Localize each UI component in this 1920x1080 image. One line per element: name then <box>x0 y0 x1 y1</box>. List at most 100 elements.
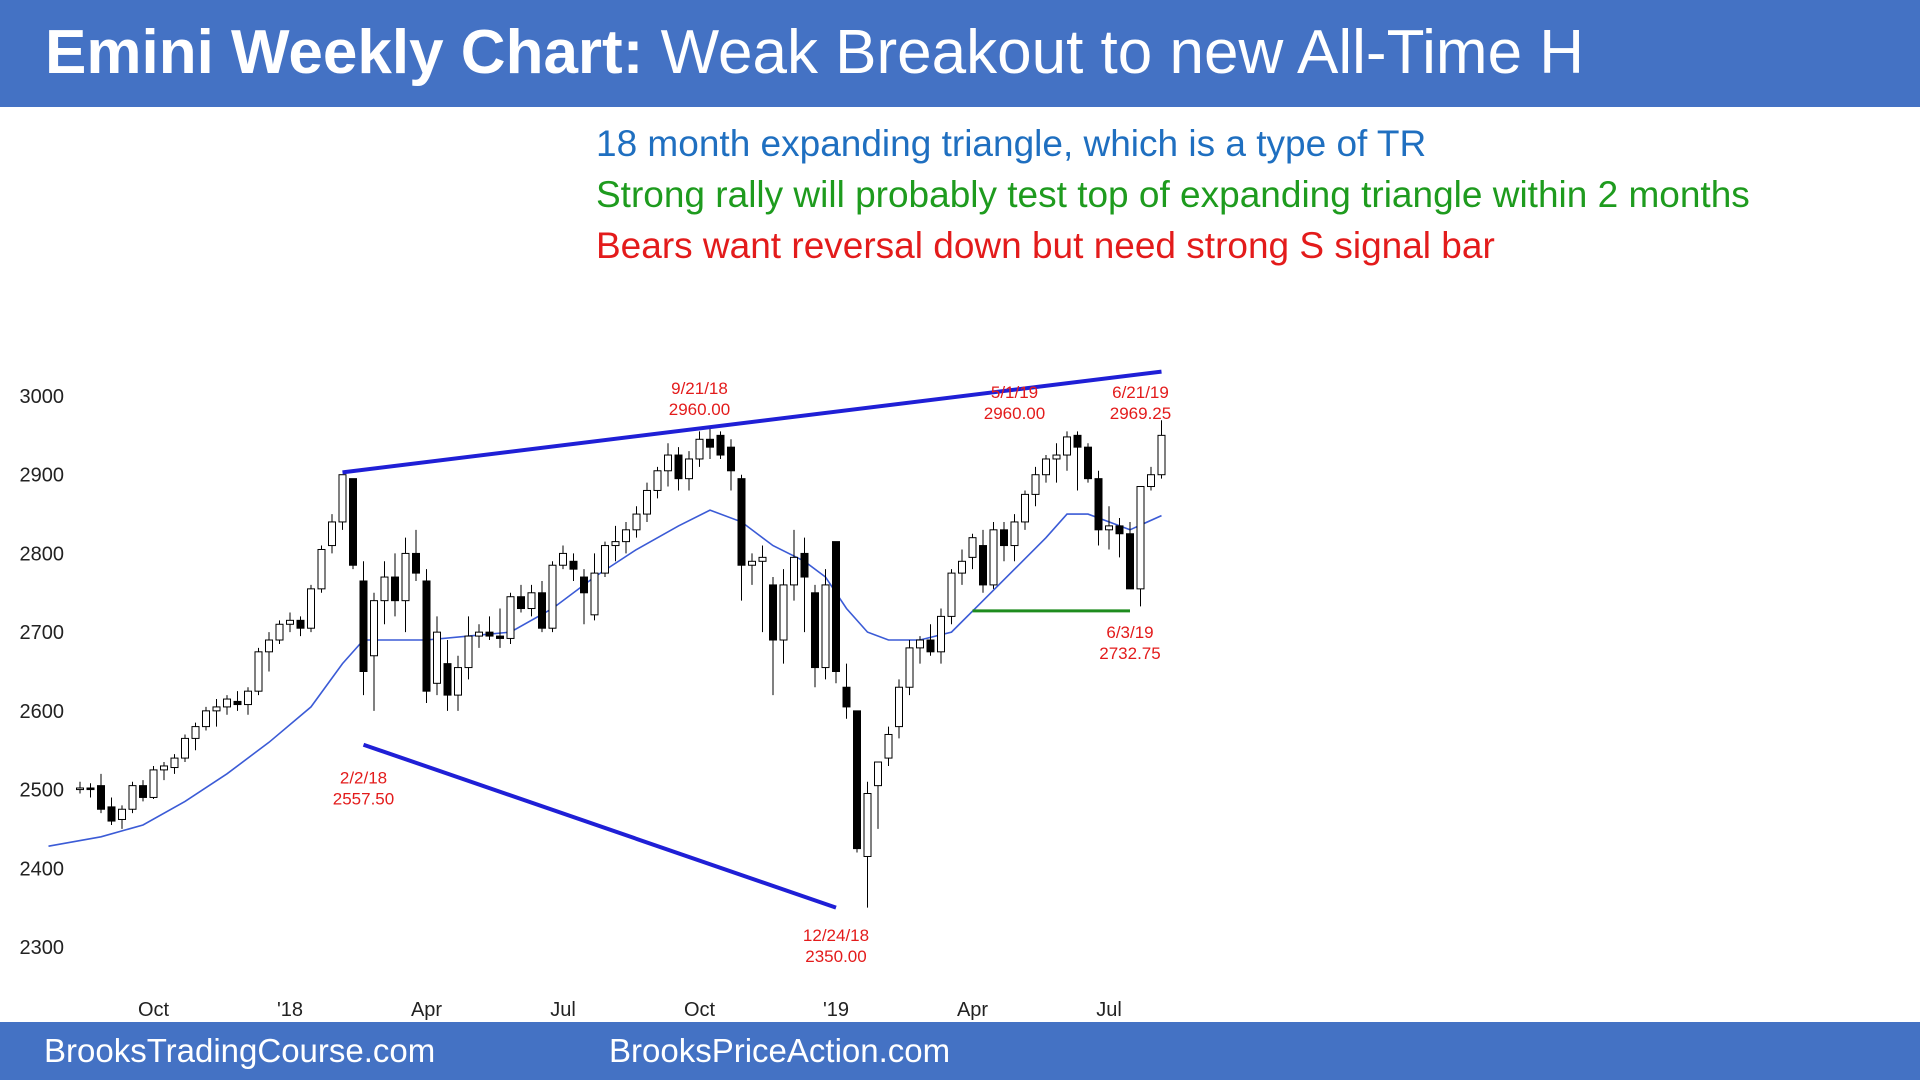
bull-candle <box>149 769 158 798</box>
bull-candle <box>506 596 515 639</box>
bear-candle <box>86 787 95 791</box>
annotation-date: 12/24/18 <box>803 926 869 945</box>
bear-candle <box>800 552 809 578</box>
bear-candle <box>1000 529 1008 547</box>
bull-candle <box>265 639 273 653</box>
bull-candle <box>695 438 704 460</box>
bull-candle <box>874 761 882 787</box>
bull-candle <box>1031 474 1040 495</box>
bear-candle <box>1073 434 1082 448</box>
note-bears: Bears want reversal down but need strong… <box>596 225 1495 266</box>
bull-candle <box>286 619 294 625</box>
bear-candle <box>569 560 578 570</box>
bull-candle <box>590 572 599 616</box>
bull-candle <box>317 548 326 590</box>
bear-candle <box>517 596 525 610</box>
bear-candle <box>412 552 420 574</box>
bull-candle <box>958 560 966 574</box>
y-tick-label: 2900 <box>20 465 65 487</box>
bear-candle <box>422 580 431 692</box>
bull-candle <box>181 737 189 759</box>
y-tick-label: 2300 <box>20 937 65 959</box>
bull-candle <box>128 785 137 810</box>
bull-candle <box>559 552 567 566</box>
bear-candle <box>1115 525 1124 535</box>
bear-candle <box>832 541 840 672</box>
bull-candle <box>748 560 756 566</box>
bull-candle <box>664 454 672 472</box>
x-tick-label: Jul <box>1096 999 1122 1021</box>
bull-candle <box>905 647 914 688</box>
annotation-date: 6/3/19 <box>1106 623 1153 642</box>
bull-candle <box>212 706 221 712</box>
bear-candle <box>349 478 357 566</box>
y-tick-label: 2600 <box>20 701 65 723</box>
bull-candle <box>527 592 536 610</box>
bear-candle <box>496 635 504 639</box>
title-bar: Emini Weekly Chart: Weak Breakout to new… <box>0 0 1920 107</box>
x-tick-label: Jul <box>550 999 576 1021</box>
bull-candle <box>475 631 483 637</box>
title-rest: Weak Breakout to new All-Time H <box>660 18 1585 87</box>
bear-candle <box>706 438 714 448</box>
bear-candle <box>296 619 305 629</box>
bull-candle <box>821 584 830 669</box>
page-title: Emini Weekly Chart: Weak Breakout to new… <box>45 22 1584 84</box>
annotation-price: 2960.00 <box>984 404 1045 423</box>
bull-candle <box>223 698 231 708</box>
bull-candle <box>989 529 998 586</box>
bull-candle <box>685 458 693 480</box>
bull-candle <box>464 635 473 669</box>
bull-candle <box>1136 486 1145 590</box>
bull-candle <box>454 667 462 696</box>
bear-candle <box>1084 446 1092 480</box>
chart-notes: 18 month expanding triangle, which is a … <box>596 118 1750 271</box>
annotation-date: 6/21/19 <box>1112 383 1169 402</box>
annotation-price: 2960.00 <box>669 400 730 419</box>
footer-link-trading-course[interactable]: BrooksTradingCourse.com <box>44 1032 436 1069</box>
bull-candle <box>947 572 956 617</box>
bear-candle <box>811 592 819 669</box>
bull-candle <box>622 529 630 543</box>
bull-candle <box>338 474 347 523</box>
bull-candle <box>160 765 168 771</box>
bear-candle <box>443 663 452 696</box>
bull-candle <box>76 787 84 791</box>
x-tick-label: Apr <box>411 999 442 1021</box>
bull-candle <box>758 556 767 562</box>
bull-candle <box>401 552 410 602</box>
bull-candle <box>1010 521 1019 547</box>
bear-candle <box>97 785 105 810</box>
bull-candle <box>1157 434 1166 476</box>
x-tick-label: Oct <box>138 999 170 1021</box>
bull-candle <box>1147 474 1155 488</box>
annotation-price: 2732.75 <box>1099 644 1160 663</box>
bear-candle <box>359 580 368 673</box>
bull-candle <box>895 686 903 728</box>
bull-candle <box>380 576 389 602</box>
footer-link-price-action[interactable]: BrooksPriceAction.com <box>609 1032 951 1069</box>
bear-candle <box>233 700 242 706</box>
bear-candle <box>716 434 725 456</box>
bull-candle <box>370 600 378 657</box>
note-expanding-triangle: 18 month expanding triangle, which is a … <box>596 123 1427 164</box>
bear-candle <box>842 686 851 708</box>
bear-candle <box>107 806 116 822</box>
bull-candle <box>118 808 126 820</box>
annotation-date: 2/2/18 <box>340 769 387 788</box>
bear-candle <box>737 478 746 566</box>
bear-candle <box>580 576 588 594</box>
bull-candle <box>611 541 620 547</box>
bull-candle <box>937 615 945 653</box>
bear-candle <box>139 785 147 798</box>
annotation-date: 9/21/18 <box>671 379 728 398</box>
bull-candle <box>170 757 179 769</box>
y-tick-label: 2700 <box>20 622 65 644</box>
bull-candle <box>1105 525 1113 531</box>
bear-candle <box>485 631 494 637</box>
bull-candle <box>1052 454 1061 460</box>
bull-candle <box>653 470 662 491</box>
y-tick-label: 2800 <box>20 543 65 565</box>
x-tick-label: Oct <box>684 999 716 1021</box>
